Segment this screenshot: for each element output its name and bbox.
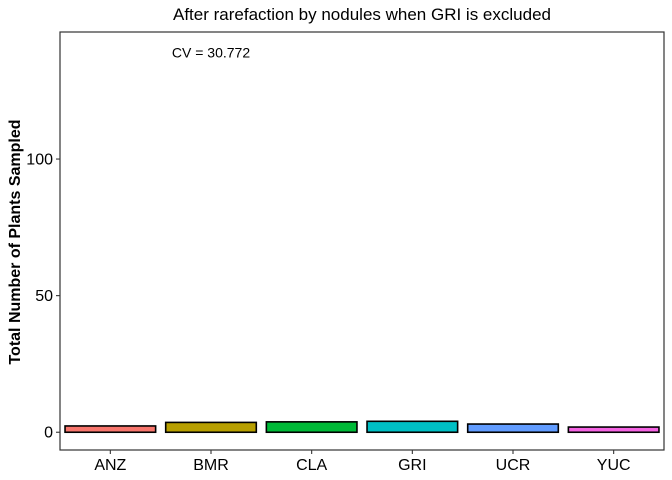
cv-annotation: CV = 30.772: [172, 44, 250, 60]
chart-title: After rarefaction by nodules when GRI is…: [173, 5, 551, 24]
y-tick-label: 50: [35, 288, 53, 305]
x-axis-ticks: ANZ BMR CLA GRI UCR YUC: [94, 450, 631, 474]
x-tick-label-anz: ANZ: [94, 457, 126, 474]
bar-gri: [366, 420, 459, 434]
bar-cla: [265, 421, 358, 434]
x-tick-label-ucr: UCR: [496, 457, 531, 474]
bar-yuc: [567, 426, 660, 434]
y-axis-ticks: 0 50 100: [26, 152, 60, 442]
y-tick-label: 0: [44, 425, 53, 442]
bar-ucr: [466, 423, 560, 434]
x-tick-label-cla: CLA: [296, 457, 327, 474]
bar-bmr: [164, 421, 258, 434]
plot-panel: [59, 31, 665, 451]
y-axis-label: Total Number of Plants Sampled: [7, 119, 24, 364]
bars: [64, 420, 660, 434]
x-tick-label-yuc: YUC: [597, 457, 631, 474]
y-tick-label: 100: [26, 152, 53, 169]
x-tick-label-bmr: BMR: [193, 457, 229, 474]
bar-anz: [64, 425, 157, 434]
x-tick-label-gri: GRI: [398, 457, 426, 474]
